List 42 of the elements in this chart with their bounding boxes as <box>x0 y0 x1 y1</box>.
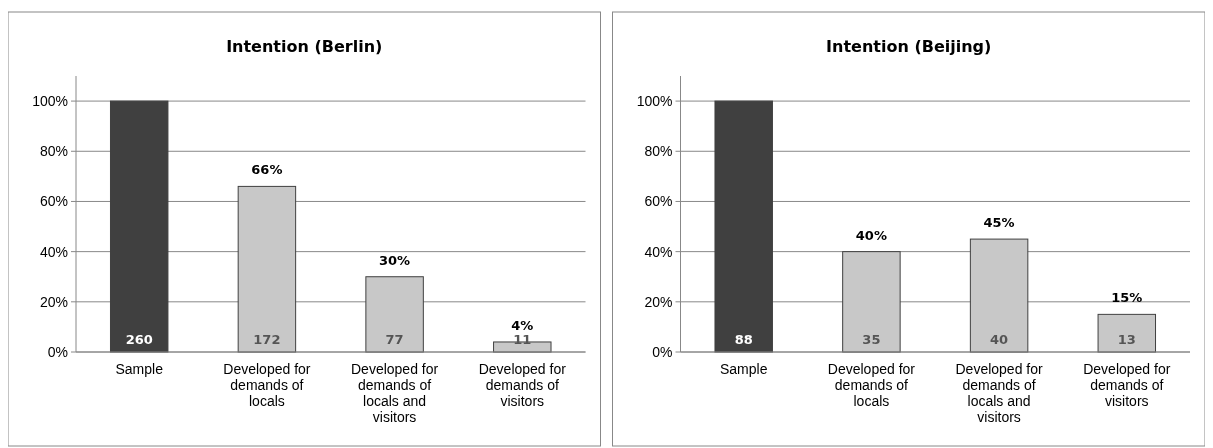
data-label: 45% <box>983 215 1015 231</box>
y-tick-label: 100% <box>32 92 68 109</box>
data-label: 4% <box>511 317 534 333</box>
y-tick-label: 40% <box>644 243 673 260</box>
x-tick-label: Developed for demands of locals and visitors <box>955 361 1044 425</box>
bar <box>842 251 901 353</box>
bar <box>365 276 424 353</box>
data-label: 15% <box>1111 290 1143 306</box>
data-label: 30% <box>379 252 411 268</box>
y-tick-label: 80% <box>644 143 673 160</box>
y-tick-label: 20% <box>39 293 68 310</box>
x-tick-label: Developed for demands of locals <box>827 361 916 409</box>
annotation: 77 <box>385 332 404 347</box>
x-tick-label: Developed for demands of locals and visitors <box>351 361 439 425</box>
annotation: 88 <box>734 332 753 347</box>
y-tick-label: 40% <box>39 243 68 260</box>
y-tick-label: 60% <box>39 193 68 210</box>
annotation: 172 <box>253 332 281 347</box>
chart-title: Intention (Berlin) <box>226 37 383 56</box>
chart-title: Intention (Beijing) <box>826 37 992 56</box>
annotation: 260 <box>125 332 153 347</box>
bar <box>1097 313 1157 353</box>
data-label: 66% <box>251 162 283 178</box>
y-tick-label: 0% <box>652 343 673 360</box>
annotation: 35 <box>862 332 881 347</box>
y-tick-label: 100% <box>636 92 673 109</box>
x-tick-label: Developed for demands of visitors <box>1083 361 1171 409</box>
annotation: 13 <box>1117 332 1136 347</box>
x-tick-label: Sample <box>719 361 768 377</box>
data-label: 40% <box>855 227 887 243</box>
bar <box>969 238 1029 353</box>
y-tick-label: 80% <box>39 143 68 160</box>
y-tick-label: 20% <box>644 293 673 310</box>
bar <box>237 185 297 353</box>
x-tick-label: Developed for demands of locals <box>223 361 311 409</box>
x-tick-label: Developed for demands of visitors <box>478 361 567 409</box>
x-tick-label: Sample <box>115 361 164 377</box>
y-tick-label: 60% <box>644 193 673 210</box>
bar <box>714 100 773 353</box>
annotation: 40 <box>990 332 1009 347</box>
bar <box>109 100 169 353</box>
y-tick-label: 0% <box>47 343 68 360</box>
